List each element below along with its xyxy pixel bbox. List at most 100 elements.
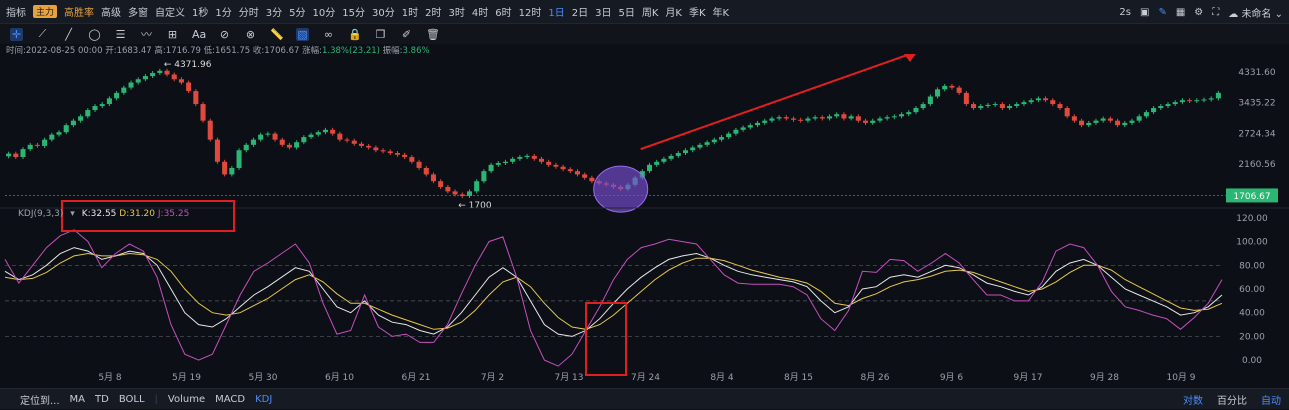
candle-body <box>776 117 782 119</box>
parallel-lines-icon[interactable]: ☰ <box>115 27 126 41</box>
kdj-d-value: D:31.20 <box>119 209 156 219</box>
candle-body <box>394 153 400 155</box>
timeframe-7[interactable]: 1分 <box>215 8 232 19</box>
edit-icon[interactable]: ✐ <box>401 27 412 41</box>
timeframe-18[interactable]: 6时 <box>495 8 512 19</box>
scale-option-2[interactable]: 自动 <box>1261 396 1281 407</box>
timeframe-0[interactable]: 指标 <box>6 8 26 19</box>
candle-body <box>546 161 552 165</box>
candle-body <box>315 132 321 135</box>
candle-body <box>272 133 278 140</box>
timeframe-11[interactable]: 10分 <box>312 8 336 19</box>
hide-icon[interactable]: ⊘ <box>219 27 230 41</box>
timeframe-21[interactable]: 2日 <box>571 8 589 19</box>
price-tick-label: 2160.56 <box>1238 160 1275 170</box>
grid-icon[interactable]: ▦ <box>1175 6 1186 18</box>
measure-icon[interactable]: ⊞ <box>167 27 178 41</box>
wave-icon[interactable]: 〰 <box>141 28 152 41</box>
candle-body <box>1115 120 1121 126</box>
timeframe-22[interactable]: 3日 <box>595 8 612 19</box>
timeframe-17[interactable]: 4时 <box>471 8 489 19</box>
timeframe-2[interactable]: 高胜率 <box>64 8 95 19</box>
timeframe-16[interactable]: 3时 <box>448 8 465 19</box>
candle-body <box>258 134 264 140</box>
locate-button[interactable]: 定位到... <box>20 395 60 407</box>
indicator-macd[interactable]: MACD <box>215 393 246 405</box>
candle-body <box>819 117 825 119</box>
timeframe-15[interactable]: 2时 <box>425 8 442 19</box>
timeframe-14[interactable]: 1时 <box>401 8 419 19</box>
candle-body <box>481 171 487 182</box>
ray-icon[interactable]: ⟋ <box>38 27 47 40</box>
lock-icon[interactable]: 🔒 <box>348 27 362 41</box>
timeframe-6[interactable]: 1秒 <box>192 8 209 19</box>
text-icon[interactable]: Aa <box>192 27 207 41</box>
indicator-kdj[interactable]: KDJ <box>255 393 273 405</box>
chart-canvas[interactable]: 4331.60 3435.22 2724.34 2160.56 1706.67 ← 437… <box>0 54 1289 388</box>
ohlc-high: 1716.79 <box>165 46 201 56</box>
timeframe-23[interactable]: 5日 <box>618 8 635 19</box>
timeframe-1[interactable]: 主力 <box>33 5 58 18</box>
candle-body <box>927 96 933 105</box>
candle-body <box>1100 118 1106 121</box>
magnet-icon[interactable]: ▧ <box>296 27 309 41</box>
gear-icon[interactable]: ⚙ <box>1194 6 1204 18</box>
timeframe-13[interactable]: 30分 <box>371 8 395 19</box>
timeframe-8[interactable]: 分时 <box>238 8 259 19</box>
candle-body <box>574 171 581 175</box>
timeframe-5[interactable]: 自定义 <box>155 8 186 19</box>
timeframe-10[interactable]: 5分 <box>289 8 306 19</box>
ohlc-readout: 时间:2022-08-25 00:00 开:1683.47 高:1716.79 … <box>6 46 430 56</box>
circle-icon[interactable]: ◯ <box>88 27 101 41</box>
indicator-boll[interactable]: BOLL <box>118 393 145 405</box>
candle-body <box>358 143 364 146</box>
timeframe-24[interactable]: 周K <box>641 8 659 19</box>
timeframe-19[interactable]: 12时 <box>518 8 542 19</box>
candle-body <box>999 104 1005 109</box>
kdj-tick-label: 120.00 <box>1236 214 1268 224</box>
x-tick-label: 5月 30 <box>248 372 277 383</box>
indicator-td[interactable]: TD <box>95 393 109 405</box>
candle-body <box>416 161 422 168</box>
candle-body <box>150 72 156 77</box>
candle-body <box>675 153 681 156</box>
ohlc-time: 2022-08-25 00:00 <box>25 46 103 56</box>
crosshair-icon[interactable]: ✛ <box>10 27 23 41</box>
account-name[interactable]: 未命名 <box>1241 8 1272 20</box>
indicator-ma[interactable]: MA <box>69 393 86 405</box>
timeframe-25[interactable]: 月K <box>665 8 682 19</box>
link-icon[interactable]: ∞ <box>323 27 334 41</box>
timeframe-3[interactable]: 高级 <box>101 8 122 19</box>
candle-body <box>106 98 112 105</box>
timeframe-12[interactable]: 15分 <box>342 8 365 19</box>
timeframe-4[interactable]: 多窗 <box>128 8 149 19</box>
candle-body <box>402 154 408 158</box>
scale-option-0[interactable]: 对数 <box>1183 396 1203 407</box>
legend-highlight-box <box>61 200 235 232</box>
hide-alt-icon[interactable]: ⊗ <box>245 27 256 41</box>
scale-option-1[interactable]: 百分比 <box>1217 396 1247 407</box>
trash-icon[interactable]: 🗑 <box>426 27 440 41</box>
timeframe-9[interactable]: 3分 <box>265 8 283 19</box>
candle-body <box>524 155 530 158</box>
timeframe-20[interactable]: 1日 <box>548 8 565 19</box>
line-icon[interactable]: ╱ <box>65 27 72 41</box>
timeframe-27[interactable]: 年K <box>712 8 730 19</box>
candle-body <box>1079 120 1085 126</box>
current-price-tag <box>1226 188 1278 203</box>
camera-icon[interactable]: ▣ <box>1139 6 1150 18</box>
refresh-interval[interactable]: 2s <box>1119 6 1131 18</box>
ohlc-amplitude: 3.86% <box>402 46 430 56</box>
layers-icon[interactable]: ❐ <box>375 27 386 41</box>
ohlc-open: 1683.47 <box>116 46 152 56</box>
ruler-icon[interactable]: 📏 <box>270 27 284 41</box>
candle-body <box>495 162 501 165</box>
candle-body <box>380 150 386 152</box>
x-tick-label: 7月 2 <box>481 372 504 383</box>
indicator-volume[interactable]: Volume <box>167 393 206 405</box>
fullscreen-icon[interactable]: ⛶ <box>1212 6 1220 18</box>
candle-body <box>661 158 667 162</box>
timeframe-26[interactable]: 季K <box>688 8 706 19</box>
cloud-icon[interactable]: ☁ 未命名 ⌄ <box>1228 8 1283 20</box>
pencil-icon[interactable]: ✎ <box>1158 6 1167 18</box>
